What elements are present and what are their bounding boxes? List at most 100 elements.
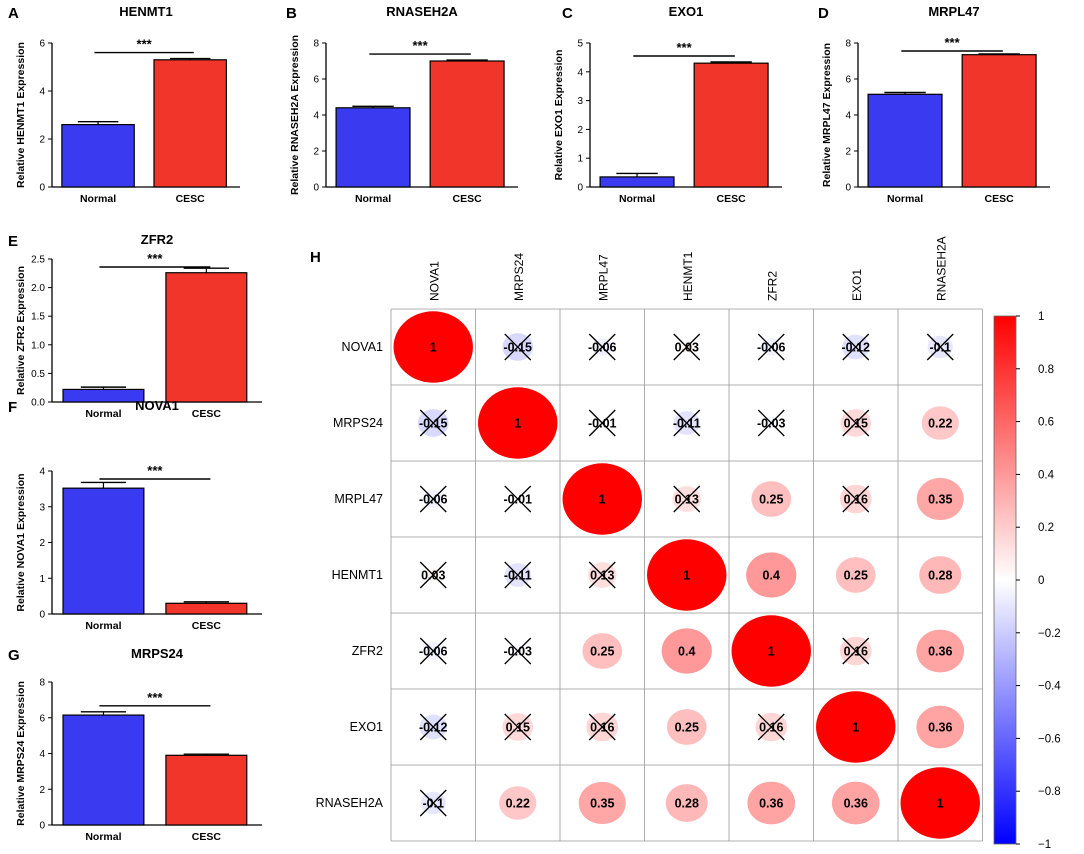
- insignificant-cross: [842, 409, 870, 437]
- y-tick-label: 0: [577, 183, 583, 194]
- correlation-value: 0.25: [759, 493, 783, 507]
- colorbar-tick-label: 1: [1038, 311, 1044, 323]
- correlation-value: 0.22: [506, 797, 530, 811]
- chart-title: MRPL47: [928, 4, 979, 19]
- significance-stars: ***: [147, 690, 163, 705]
- insignificant-cross: [419, 485, 447, 513]
- chart-title: NOVA1: [135, 398, 179, 413]
- row-label: HENMT1: [332, 568, 383, 582]
- y-tick-label: 2: [39, 785, 45, 796]
- insignificant-cross: [673, 409, 701, 437]
- significance-stars: ***: [147, 251, 163, 266]
- x-tick-label: CESC: [176, 193, 206, 205]
- bar-cesc: [165, 272, 248, 403]
- y-tick-label: 0: [845, 183, 851, 194]
- bar-cesc: [693, 62, 769, 188]
- insignificant-cross: [588, 333, 616, 361]
- correlation-circle: [921, 406, 959, 440]
- correlation-circle: [499, 786, 537, 820]
- chart-title: EXO1: [669, 4, 704, 19]
- colorbar-tick-label: 0.6: [1038, 417, 1054, 429]
- correlation-circle: [478, 387, 558, 459]
- correlation-value: 0.28: [928, 569, 952, 583]
- column-label: RNASEH2A: [934, 236, 948, 301]
- correlation-circle: [665, 784, 708, 822]
- insignificant-cross: [926, 333, 954, 361]
- correlation-circle: [919, 556, 962, 594]
- y-tick-label: 8: [845, 39, 851, 50]
- insignificant-cross: [504, 485, 532, 513]
- colorbar-tick-label: −0.6: [1038, 733, 1061, 745]
- correlation-circle: [666, 709, 707, 745]
- chart-title: HENMT1: [119, 4, 172, 19]
- panel-letter: B: [286, 5, 297, 22]
- chart-title: ZFR2: [141, 232, 174, 247]
- insignificant-cross: [673, 485, 701, 513]
- correlation-value: 0.36: [928, 645, 952, 659]
- colorbar-tick-label: −0.4: [1038, 681, 1061, 693]
- colorbar-tick-label: 0.8: [1038, 364, 1054, 376]
- insignificant-cross: [419, 409, 447, 437]
- x-tick-label: CESC: [985, 193, 1015, 205]
- y-tick-label: 0: [39, 610, 45, 621]
- y-tick-label: 6: [39, 713, 45, 724]
- correlation-circle: [647, 539, 727, 611]
- row-label: NOVA1: [342, 340, 383, 354]
- correlation-value: 1: [430, 341, 437, 355]
- correlation-circle: [747, 781, 796, 825]
- insignificant-cross: [842, 637, 870, 665]
- y-tick-label: 1: [577, 154, 583, 165]
- x-tick-label: CESC: [453, 193, 483, 205]
- y-axis-label: Relative MRPS24 Expression: [15, 681, 27, 826]
- bar-panel-G: G MRPS24 0 2 4 6 8 Relative MRPS24 Expression No…: [8, 646, 262, 843]
- correlation-circle: [835, 557, 876, 593]
- y-tick-label: 0: [39, 821, 45, 832]
- bar-cesc: [961, 54, 1037, 188]
- bar-normal: [867, 93, 943, 188]
- y-tick-label: 4: [313, 111, 319, 122]
- y-tick-label: 0.5: [31, 369, 45, 380]
- x-tick-label: Normal: [85, 620, 121, 632]
- y-tick-label: 5: [577, 39, 583, 50]
- colorbar-tick-label: −1: [1038, 839, 1051, 851]
- correlation-circle: [393, 311, 473, 383]
- correlation-value: 1: [599, 493, 606, 507]
- colorbar-tick-label: 0.2: [1038, 522, 1054, 534]
- column-label: MRPL47: [596, 254, 610, 301]
- bar-cesc: [153, 59, 227, 188]
- correlation-value: 0.35: [590, 797, 614, 811]
- correlation-circle: [582, 633, 623, 669]
- row-label: EXO1: [350, 720, 383, 734]
- bar-normal: [62, 388, 145, 403]
- row-label: MRPL47: [334, 492, 383, 506]
- y-tick-label: 6: [39, 39, 45, 50]
- column-label: HENMT1: [681, 251, 695, 301]
- y-tick-label: 2: [39, 538, 45, 549]
- correlation-circle: [916, 705, 965, 749]
- x-tick-label: Normal: [619, 193, 655, 205]
- y-tick-label: 3: [39, 502, 45, 513]
- insignificant-cross: [419, 713, 447, 741]
- bar-panel-E: E ZFR2 0.0 0.5 1.0 1.5 2.0 2.5 Relative ZFR2 Exp…: [8, 232, 262, 420]
- colorbar-tick-label: −0.2: [1038, 628, 1061, 640]
- row-label: MRPS24: [333, 416, 383, 430]
- correlation-value: 1: [937, 797, 944, 811]
- correlation-value: 0.25: [590, 645, 614, 659]
- bar-panel-C: C EXO1 0 1 2 3 4 5 Relative EXO1 Expression Norma…: [553, 4, 782, 205]
- y-tick-label: 4: [39, 87, 45, 98]
- colorbar-tick-label: 0.4: [1038, 469, 1055, 481]
- column-label: NOVA1: [427, 261, 441, 301]
- correlation-value: 0.22: [928, 417, 952, 431]
- correlation-value: 0.25: [844, 569, 868, 583]
- chart-title: RNASEH2A: [386, 4, 458, 19]
- correlation-circle: [562, 463, 642, 535]
- y-tick-label: 2.0: [31, 283, 45, 294]
- correlation-circle: [831, 781, 880, 825]
- y-tick-label: 1: [39, 574, 45, 585]
- bar-cesc: [165, 754, 248, 826]
- panel-letter: F: [8, 399, 17, 416]
- panel-letter: H: [310, 249, 321, 266]
- correlation-circle: [916, 629, 965, 673]
- y-tick-label: 2: [845, 147, 851, 158]
